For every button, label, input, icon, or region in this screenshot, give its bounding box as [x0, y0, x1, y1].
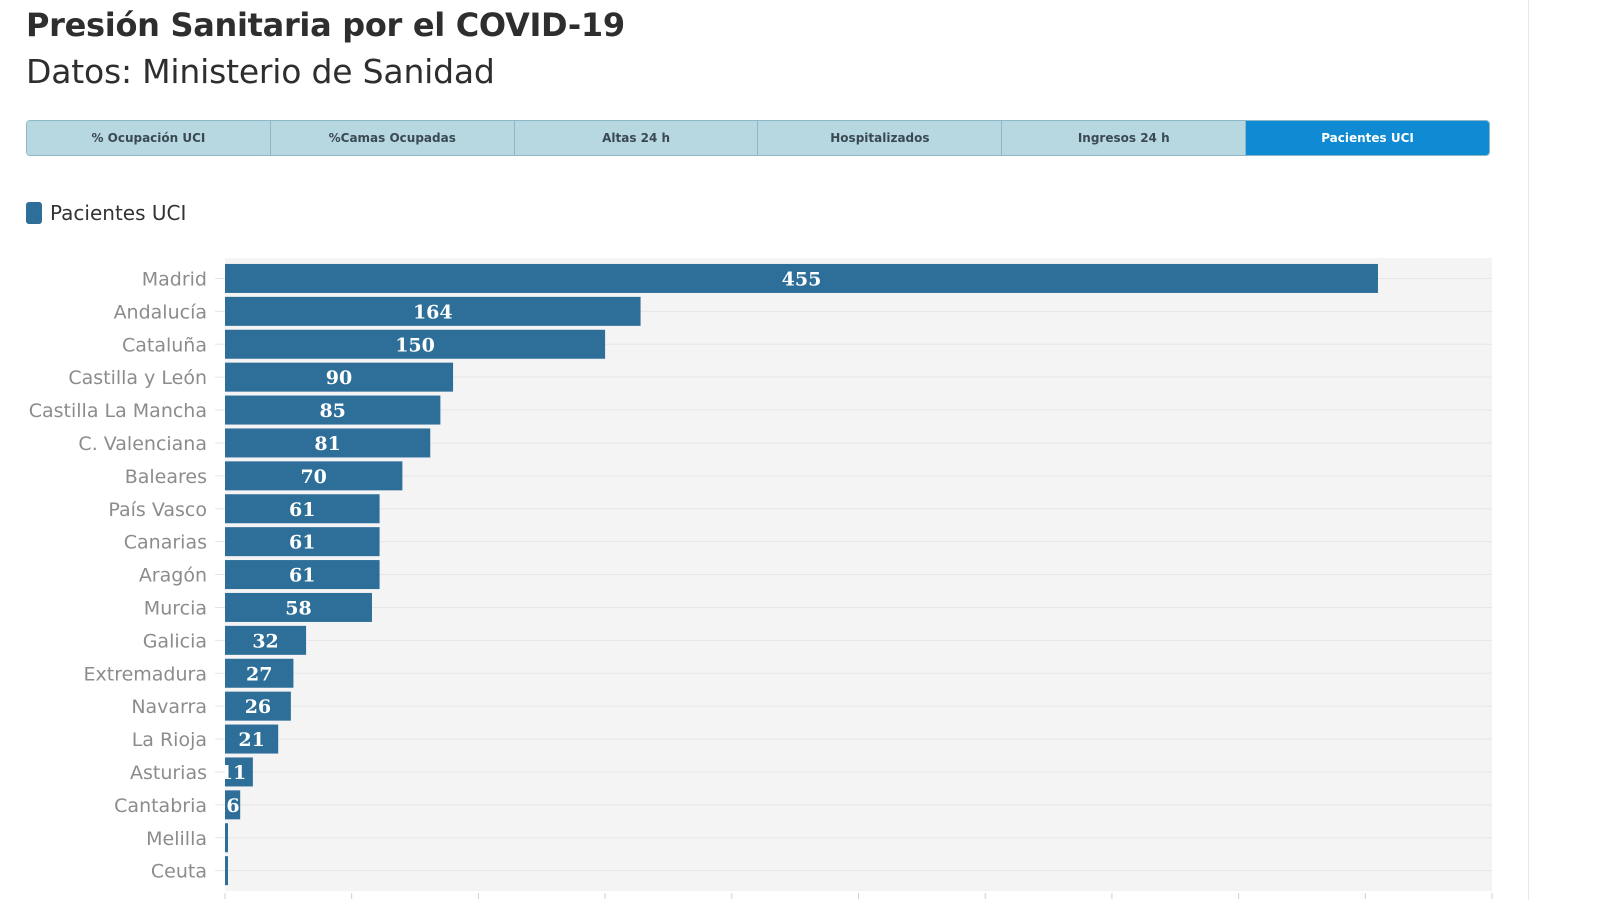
value-label: 58 — [285, 597, 311, 619]
category-label: Baleares — [125, 466, 207, 488]
bar — [225, 527, 380, 557]
bar — [225, 560, 380, 590]
category-label: Melilla — [146, 828, 207, 850]
value-label: 26 — [245, 696, 271, 718]
category-label: Navarra — [131, 696, 207, 718]
value-label: 61 — [289, 565, 315, 587]
bar — [225, 823, 228, 853]
category-label: La Rioja — [132, 729, 207, 751]
value-label: 11 — [220, 762, 246, 784]
bar — [225, 724, 279, 754]
tab-ocupacion-uci[interactable]: % Ocupación UCI — [27, 121, 271, 155]
value-label: 32 — [252, 630, 278, 652]
bar — [225, 461, 403, 491]
value-label: 70 — [300, 466, 326, 488]
category-label: Extremadura — [84, 663, 208, 685]
tab-altas-24h[interactable]: Altas 24 h — [514, 121, 759, 155]
value-label: 81 — [314, 433, 340, 455]
bar-chart: Madrid 455 Andalucía 164 Cataluña 150 Castilla… — [29, 258, 1493, 900]
category-label: Ceuta — [151, 861, 207, 883]
tab-camas-ocupadas[interactable]: %Camas Ocupadas — [270, 121, 515, 155]
category-label: Aragón — [139, 565, 207, 587]
category-label: Asturias — [130, 762, 207, 784]
bar — [225, 263, 1378, 293]
value-label: 21 — [238, 729, 264, 751]
bar — [225, 592, 372, 622]
value-label: 150 — [395, 334, 435, 356]
bar — [225, 691, 291, 721]
tab-pacientes-uci[interactable]: Pacientes UCI — [1246, 121, 1489, 155]
bar — [225, 395, 441, 425]
bar — [225, 296, 641, 326]
value-label: 27 — [246, 663, 272, 685]
metric-tabs: % Ocupación UCI %Camas Ocupadas Altas 24… — [26, 120, 1490, 156]
chart-subtitle: Datos: Ministerio de Sanidad — [26, 52, 495, 91]
legend-label: Pacientes UCI — [50, 201, 187, 225]
chart-title: Presión Sanitaria por el COVID-19 — [26, 6, 625, 44]
bar — [225, 658, 294, 688]
bar — [225, 329, 606, 359]
value-label: 90 — [326, 367, 352, 389]
bar — [225, 428, 431, 458]
tab-hospitalizados[interactable]: Hospitalizados — [758, 121, 1003, 155]
bar — [225, 494, 380, 524]
bar — [225, 625, 307, 655]
category-label: Cantabria — [114, 795, 207, 817]
category-label: Canarias — [124, 532, 207, 554]
value-label: 85 — [319, 400, 345, 422]
bar — [225, 757, 253, 787]
chart-legend[interactable]: Pacientes UCI — [26, 200, 186, 226]
value-label: 455 — [782, 268, 822, 290]
value-label: 61 — [289, 532, 315, 554]
page-divider — [1528, 0, 1529, 900]
category-label: Andalucía — [114, 301, 207, 323]
category-label: Madrid — [142, 268, 207, 290]
bar — [225, 856, 228, 886]
value-label: 164 — [413, 301, 453, 323]
bar — [225, 790, 241, 820]
category-label: Castilla La Mancha — [29, 400, 207, 422]
category-label: País Vasco — [108, 499, 207, 521]
category-label: Galicia — [143, 630, 207, 652]
tab-ingresos-24h[interactable]: Ingresos 24 h — [1002, 121, 1247, 155]
category-label: Cataluña — [122, 334, 207, 356]
legend-swatch — [26, 202, 42, 224]
category-label: Castilla y León — [68, 367, 207, 389]
bar — [225, 362, 454, 392]
value-label: 61 — [289, 499, 315, 521]
category-label: C. Valenciana — [78, 433, 207, 455]
category-label: Murcia — [144, 597, 207, 619]
value-label: 6 — [226, 795, 239, 817]
